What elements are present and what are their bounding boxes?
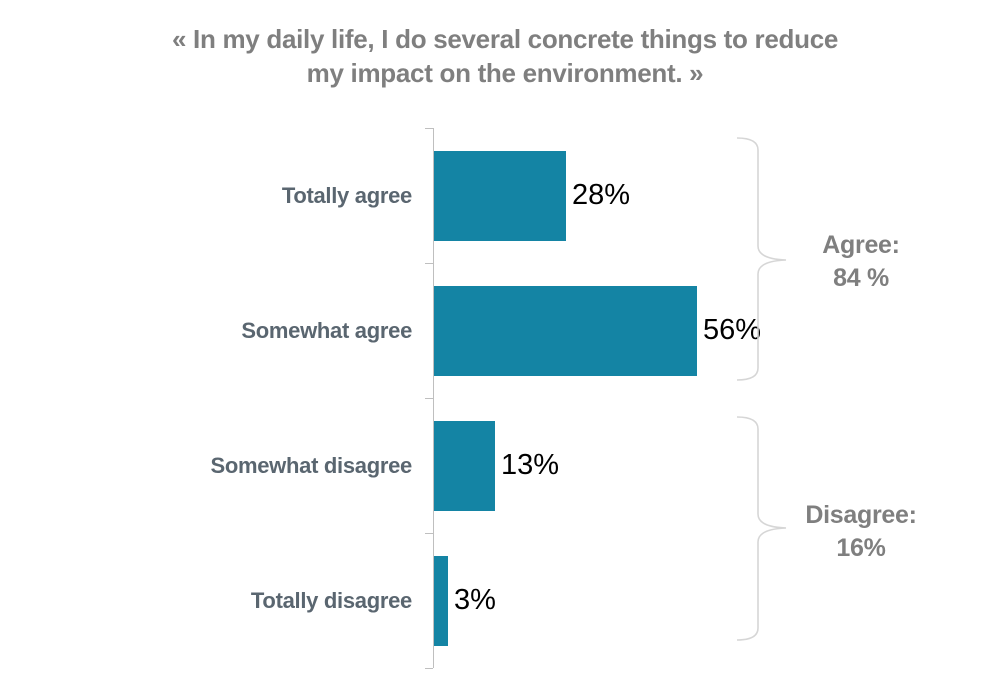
category-axis-line: [433, 128, 434, 668]
chart-title-line-1: « In my daily life, I do several concret…: [171, 24, 839, 54]
bar-somewhat-disagree: [434, 420, 495, 511]
axis-tick: [425, 398, 433, 399]
axis-tick: [425, 263, 433, 264]
category-label-totally-agree: Totally agree: [281, 182, 412, 208]
bar-totally-agree: [434, 150, 566, 241]
axis-tick: [425, 668, 433, 669]
category-label-totally-disagree: Totally disagree: [250, 587, 412, 613]
chart-title: « In my daily life, I do several concret…: [0, 22, 1000, 90]
agree-group-label: Agree: 84 %: [776, 229, 946, 295]
value-label-somewhat-disagree: 13%: [501, 448, 560, 481]
category-label-somewhat-agree: Somewhat agree: [241, 317, 412, 343]
agree-group-label-line-1: Agree:: [822, 231, 900, 259]
chart-title-line-2: my impact on the environment. »: [306, 58, 704, 88]
value-label-totally-disagree: 3%: [454, 583, 496, 616]
disagree-brace: [736, 416, 787, 641]
category-label-somewhat-disagree: Somewhat disagree: [210, 452, 412, 478]
bar-totally-disagree: [434, 555, 448, 646]
agree-brace: [736, 137, 787, 381]
disagree-group-label: Disagree: 16%: [776, 499, 946, 565]
axis-tick: [425, 533, 433, 534]
agree-group-label-line-2: 84 %: [833, 264, 889, 292]
disagree-group-label-line-1: Disagree:: [805, 501, 917, 529]
value-label-totally-agree: 28%: [572, 178, 631, 211]
axis-tick: [425, 128, 433, 129]
value-label-somewhat-agree: 56%: [703, 313, 762, 346]
disagree-group-label-line-2: 16%: [836, 534, 886, 562]
bar-somewhat-agree: [434, 285, 697, 376]
